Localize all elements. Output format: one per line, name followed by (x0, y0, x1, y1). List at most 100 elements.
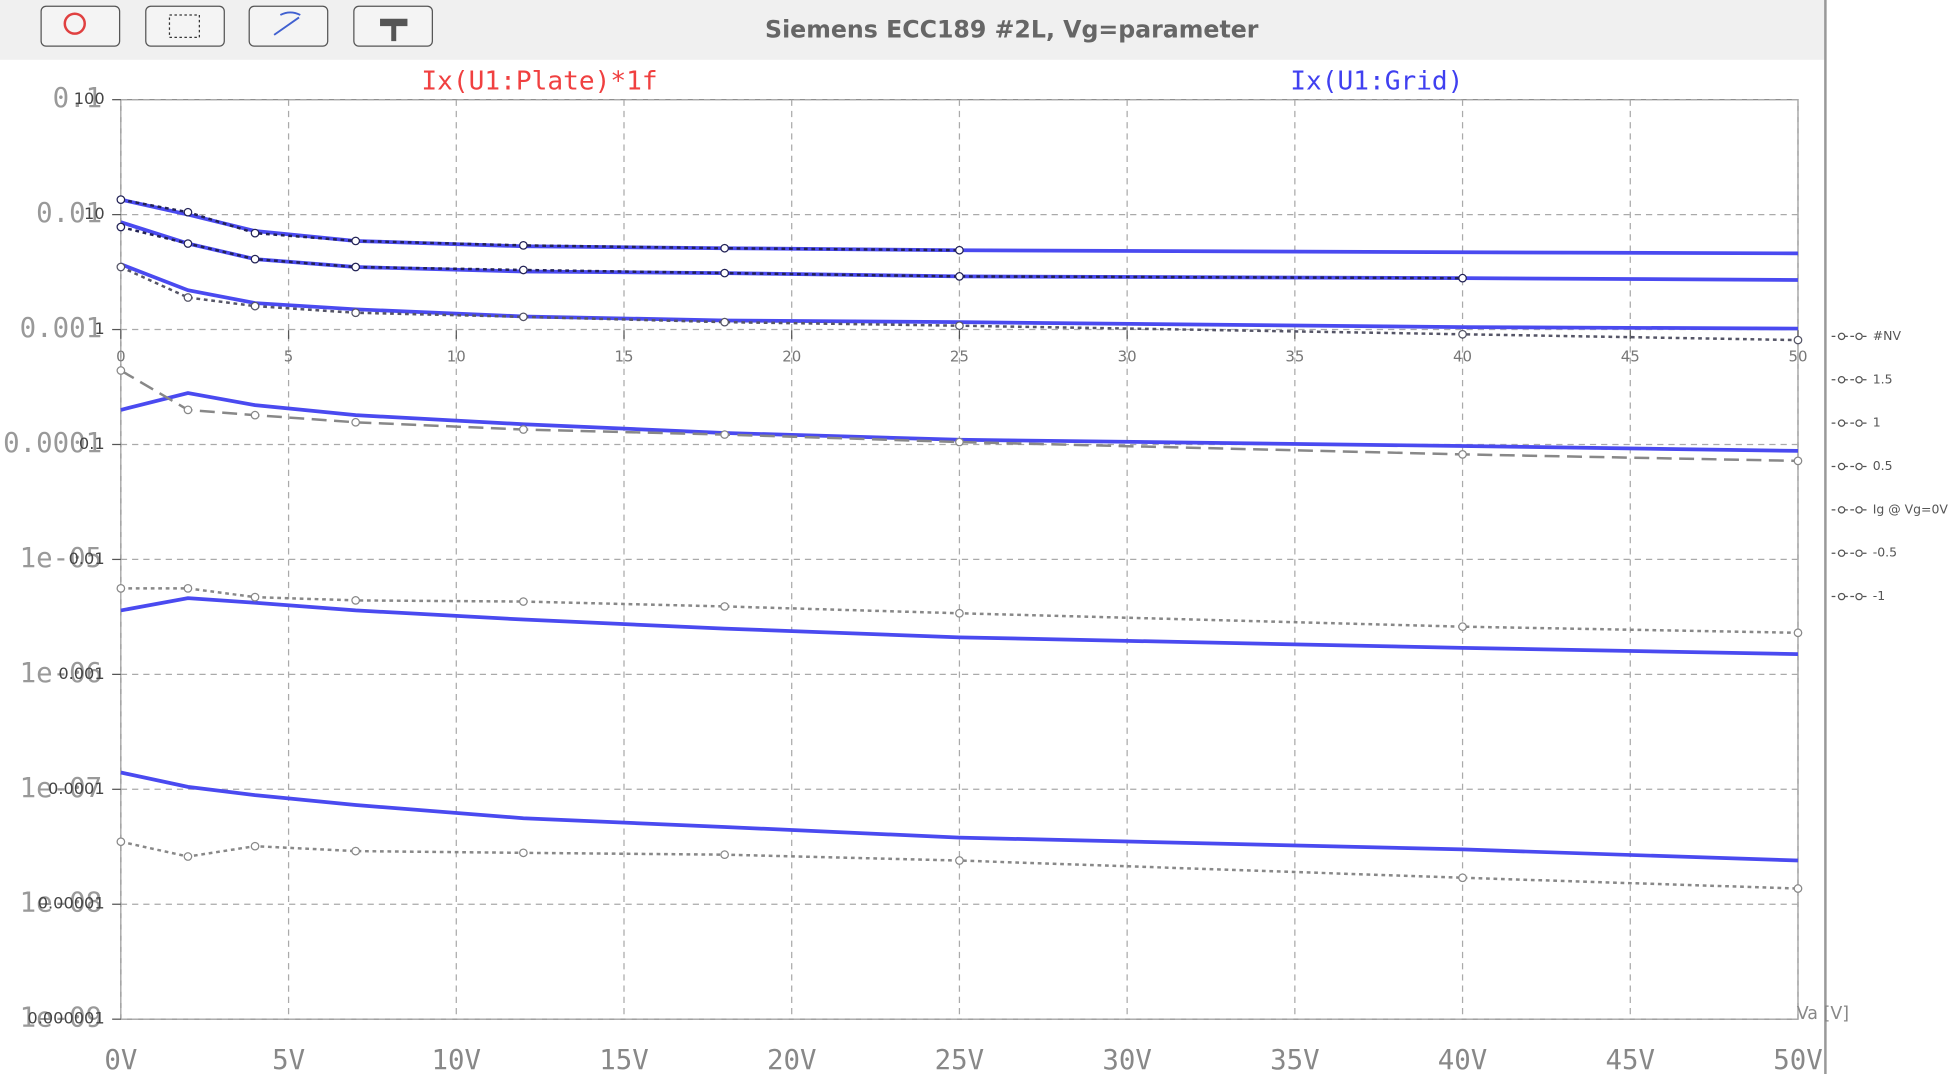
overlay-x-tick-label: 25 (950, 348, 969, 366)
point-marker (720, 317, 729, 327)
legend-label: -0.5 (1873, 545, 1897, 560)
x-tick-label: 20V (767, 1045, 817, 1074)
point-marker (1458, 450, 1467, 459)
overlay-y-tick-label: 0.0001 (48, 779, 105, 798)
x-tick-label: 35V (1270, 1045, 1320, 1074)
point-marker (955, 272, 964, 281)
point-marker (720, 850, 729, 860)
point-marker (351, 846, 361, 856)
overlay-y-tick-label: 0.00001 (38, 894, 105, 913)
overlay-x-tick-label: 10 (447, 348, 466, 366)
y-tick-label: 1e-06 (20, 658, 103, 689)
x-tick-label: 10V (432, 1045, 482, 1074)
overlay-x-tick-label: 50 (1788, 348, 1807, 366)
point-marker (250, 592, 260, 602)
toolbar-buttons (40, 5, 433, 47)
y-tick-label: 1e-05 (20, 543, 103, 574)
point-marker (351, 596, 361, 605)
icon (380, 18, 408, 42)
point-marker (183, 405, 193, 415)
point-marker (519, 425, 528, 434)
point-marker (519, 848, 528, 858)
point-marker (183, 293, 193, 302)
point-marker (519, 265, 528, 275)
icon (168, 14, 200, 39)
point-marker (250, 841, 260, 851)
series-line (120, 587, 1799, 635)
point-marker (955, 245, 964, 255)
legend-marker (1855, 462, 1863, 471)
point-marker (1458, 329, 1467, 339)
legend-label: 1.5 (1873, 371, 1893, 386)
overlay-x-title: Va [V] (1797, 1004, 1849, 1024)
legend-marker (1837, 332, 1846, 341)
legend-marker (1837, 462, 1846, 471)
overlay-x-tick-label: 40 (1453, 348, 1472, 366)
point-marker (720, 268, 729, 278)
y-tick-label: 1e-08 (20, 888, 103, 919)
point-marker (183, 584, 193, 593)
legend-marker (1837, 376, 1846, 384)
legend-label: #NV (1873, 328, 1902, 343)
point-marker (183, 239, 193, 248)
point-marker (116, 262, 126, 272)
point-marker (183, 852, 193, 861)
trace-label: Ix(U1:Plate)*1f (421, 67, 657, 97)
point-marker (955, 321, 964, 331)
overlay-y-tick-label: 100 (74, 89, 105, 108)
series-line (120, 265, 1799, 342)
point-marker (955, 856, 964, 865)
y-tick-label: 0.01 (36, 198, 102, 229)
legend-marker (1855, 332, 1863, 341)
overlay-x-tick-label: 15 (614, 348, 633, 366)
series-line (120, 225, 1463, 280)
trace-label: Ix(U1:Grid) (1290, 67, 1463, 97)
x-tick-label: 15V (599, 1045, 649, 1074)
point-marker (250, 254, 260, 264)
zoom-button[interactable] (40, 5, 121, 47)
series-line (120, 596, 1799, 656)
overlay-y-tick-label: 0.1 (79, 434, 105, 453)
point-marker (1793, 884, 1803, 893)
cursor-button[interactable] (248, 5, 329, 47)
y-tick-label: 0.0001 (3, 428, 102, 459)
point-marker (250, 410, 260, 420)
legend-marker (1855, 549, 1863, 557)
overlay-y-tick-label: 1 (94, 319, 104, 338)
overlay-x-tick-label: 20 (782, 348, 801, 366)
x-tick-label: 30V (1102, 1045, 1152, 1074)
legend-marker (1855, 376, 1863, 384)
overlay-y-tick-label: 0.01 (69, 549, 105, 568)
overlay-y-tick-label: 10 (84, 204, 105, 223)
legend-marker (1855, 592, 1863, 601)
overlay-x-tick-label: 0 (116, 348, 126, 366)
point-marker (351, 236, 361, 246)
series-line (120, 770, 1799, 863)
legend-marker (1837, 592, 1846, 601)
legend-marker (1855, 419, 1863, 427)
point-marker (1458, 622, 1467, 632)
y-tick-label: 0.1 (53, 83, 103, 114)
point-marker (351, 308, 361, 318)
series-line (120, 391, 1799, 453)
legend-marker (1837, 419, 1846, 427)
point-marker (1458, 873, 1467, 883)
y-tick-label: 1e-09 (20, 1003, 103, 1034)
window-title: Siemens ECC189 #2L, Vg=parameter (765, 16, 1259, 44)
x-tick-label: 40V (1438, 1045, 1488, 1074)
icon (63, 12, 86, 35)
y-tick-label: 0.001 (20, 313, 103, 344)
overlay-x-tick-label: 5 (284, 348, 294, 366)
point-marker (1458, 273, 1467, 283)
overlay-y-tick-label: 0.000001 (27, 1009, 104, 1028)
point-marker (955, 608, 964, 618)
x-tick-label: 5V (272, 1045, 305, 1074)
point-marker (250, 228, 260, 238)
y-tick-label: 1e-07 (20, 773, 103, 804)
x-tick-label: 45V (1606, 1045, 1656, 1074)
autoscale-button[interactable] (145, 5, 225, 47)
x-tick-label: 0V (104, 1045, 137, 1074)
legend-marker (1855, 506, 1863, 514)
